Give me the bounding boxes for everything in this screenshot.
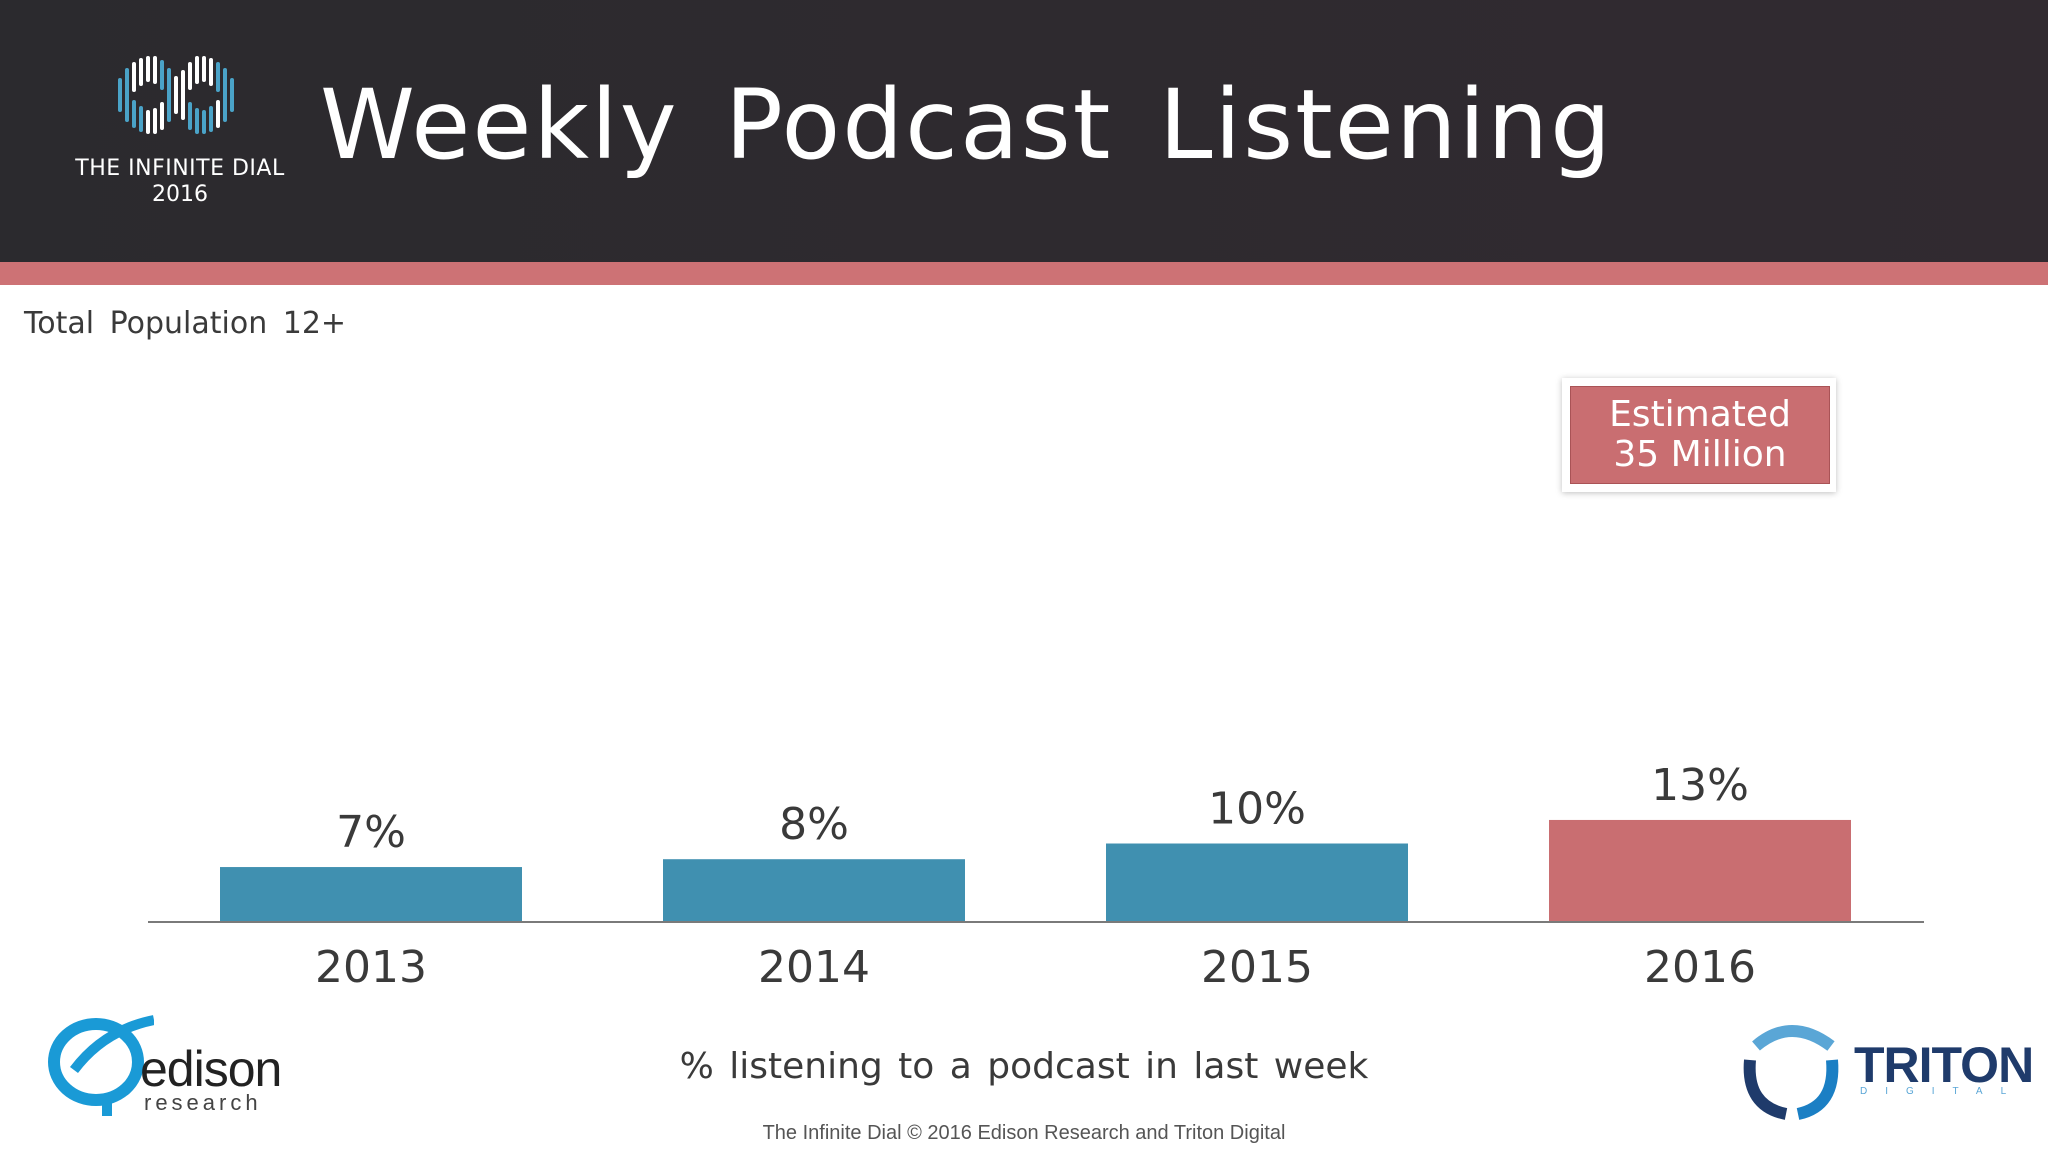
accent-stripe bbox=[0, 262, 2048, 285]
copyright-line: The Infinite Dial © 2016 Edison Research… bbox=[762, 1122, 1286, 1144]
bar-2014 bbox=[663, 859, 965, 922]
infinite-dial-logo: THE INFINITE DIAL 2016 bbox=[70, 50, 290, 220]
page-title: Weekly Podcast Listening bbox=[320, 69, 1614, 181]
callout-line2: 35 Million bbox=[1613, 434, 1787, 475]
triton-digital-logo: TRITON DIGITAL bbox=[1736, 1016, 2034, 1120]
bar-2015 bbox=[1106, 843, 1408, 922]
logo-title: THE INFINITE DIAL bbox=[75, 156, 285, 181]
triton-swirl-icon bbox=[1743, 1025, 1839, 1120]
triton-subtext: DIGITAL bbox=[1860, 1086, 2025, 1097]
data-label-2015: 10% bbox=[1208, 784, 1306, 835]
x-tick-2015: 2015 bbox=[1201, 942, 1313, 993]
logo-year: 2016 bbox=[152, 182, 208, 207]
bar-2013 bbox=[220, 867, 522, 922]
data-label-2013: 7% bbox=[336, 807, 406, 858]
edison-research-logo: edison research bbox=[44, 1010, 304, 1120]
x-tick-2013: 2013 bbox=[315, 942, 427, 993]
estimate-callout: Estimated 35 Million bbox=[1562, 378, 1836, 492]
x-tick-2016: 2016 bbox=[1644, 942, 1756, 993]
x-tick-2014: 2014 bbox=[758, 942, 870, 993]
population-subtitle: Total Population 12+ bbox=[24, 306, 347, 341]
estimate-callout-box: Estimated 35 Million bbox=[1570, 386, 1830, 484]
infinity-wave-icon bbox=[118, 56, 234, 134]
data-label-2014: 8% bbox=[779, 799, 849, 850]
callout-line1: Estimated bbox=[1609, 394, 1791, 435]
edison-swirl-icon bbox=[48, 1015, 156, 1116]
triton-wordmark: TRITON bbox=[1854, 1037, 2034, 1093]
chart-footnote: % listening to a podcast in last week bbox=[679, 1046, 1369, 1087]
bar-2016 bbox=[1549, 819, 1851, 922]
header-banner: THE INFINITE DIAL 2016 Weekly Podcast Li… bbox=[0, 0, 2048, 262]
edison-subtext: research bbox=[144, 1090, 262, 1115]
data-label-2016: 13% bbox=[1651, 760, 1749, 811]
edison-wordmark: edison bbox=[140, 1041, 282, 1097]
